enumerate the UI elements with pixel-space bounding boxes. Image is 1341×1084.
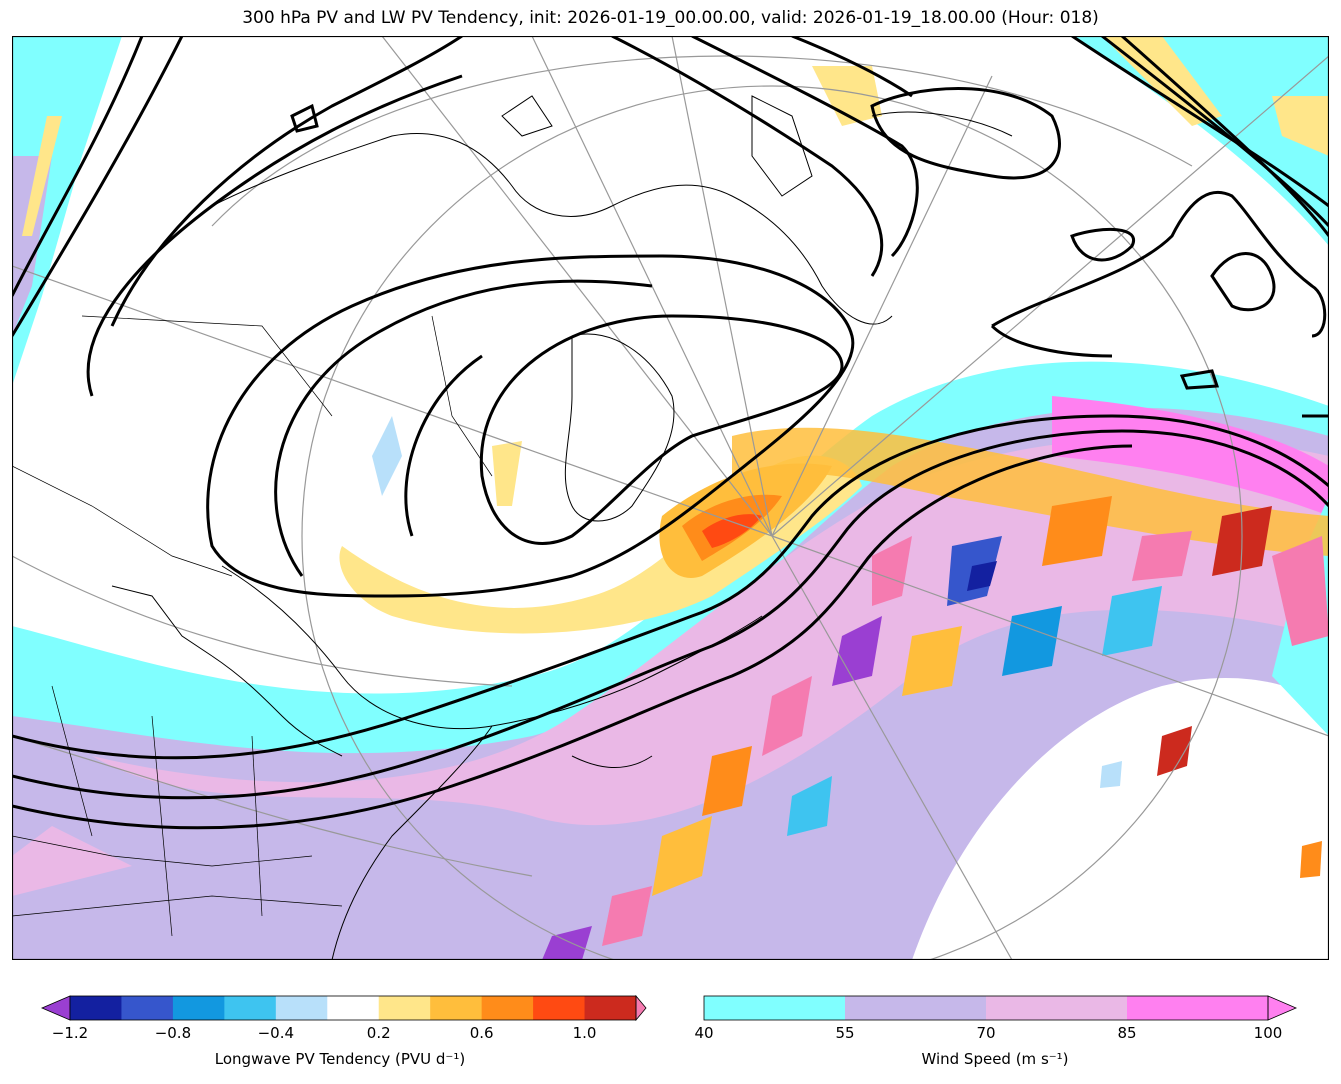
pv-colorbar-segment — [481, 996, 534, 1020]
wind-jet-northwest — [12, 36, 122, 386]
pv-tick-label: 0.2 — [366, 1024, 391, 1042]
pv-tick-label: −0.8 — [154, 1024, 192, 1042]
pv-tick-label: 0.6 — [469, 1024, 494, 1042]
pv-colorbar-segment — [430, 996, 483, 1020]
wind-colorbar-segment — [986, 996, 1128, 1020]
wind-tick-label: 70 — [976, 1024, 996, 1042]
pv-tendency-positive — [339, 66, 1329, 634]
wind-speed-colorbar — [703, 995, 1298, 1021]
pv-colorbar-segment — [533, 996, 586, 1020]
pv-contours — [12, 36, 1329, 830]
pv-colorbar-segment — [172, 996, 225, 1020]
pv-tendency-colorbar — [40, 994, 647, 1022]
coastlines — [12, 95, 1013, 960]
pv-colorbar-min-extend — [40, 995, 71, 1021]
pv-colorbar-segment — [70, 996, 122, 1020]
wind-colorbar-max-extend — [1267, 995, 1298, 1021]
pv-colorbar-segment — [224, 996, 277, 1020]
pv-tick-label: −1.2 — [51, 1024, 89, 1042]
wind-speed-label: Wind Speed (m s⁻¹) — [921, 1050, 1069, 1068]
wind-colorbar-segment — [845, 996, 987, 1020]
lat-lon-grid — [12, 36, 1329, 960]
pv-colorbar-segment — [275, 996, 328, 1020]
wind-tick-label: 55 — [835, 1024, 855, 1042]
map-panel — [12, 36, 1329, 960]
wind-colorbar-segment — [1127, 996, 1269, 1020]
pv-colorbar-segment — [378, 996, 431, 1020]
pv-colorbar-segment — [584, 996, 637, 1020]
pv-tick-label: −0.4 — [257, 1024, 295, 1042]
pv-colorbar-segment — [121, 996, 174, 1020]
pv-tendency-label: Longwave PV Tendency (PVU d⁻¹) — [214, 1050, 466, 1068]
wind-tick-label: 40 — [694, 1024, 714, 1042]
pv-colorbar-max-extend — [635, 994, 647, 1022]
figure-title: 300 hPa PV and LW PV Tendency, init: 202… — [242, 8, 1099, 28]
pv-colorbar-segment — [327, 996, 380, 1020]
wind-tick-label: 85 — [1117, 1024, 1137, 1042]
pv-tendency-cells — [372, 416, 1329, 960]
pv-tick-label: 1.0 — [572, 1024, 597, 1042]
wind-tick-label: 100 — [1253, 1024, 1283, 1042]
wind-colorbar-segment — [704, 996, 846, 1020]
